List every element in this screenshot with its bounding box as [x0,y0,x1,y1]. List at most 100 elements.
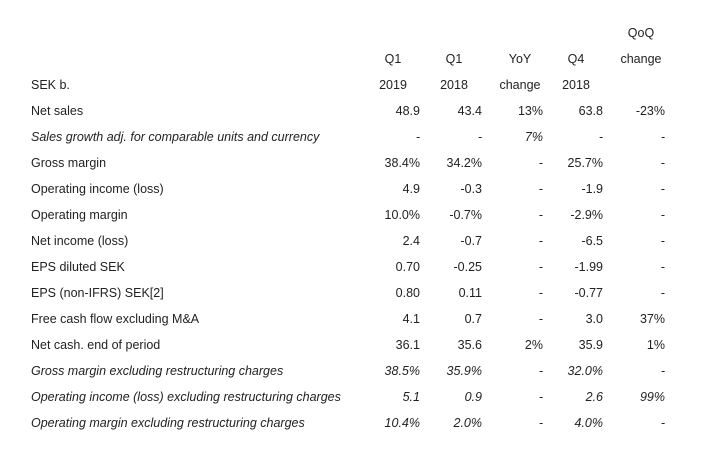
cell-q1-2018: 0.9 [464,390,482,404]
table-row: Operating margin excluding restructuring… [0,410,705,436]
cell-q1-2018: 35.9% [446,364,482,378]
cell-yoy-change: - [538,286,543,300]
cell-q1-2018: -0.7 [460,234,482,248]
cell-q1-2019: 36.1 [395,338,420,352]
cell-yoy-change: - [538,156,543,170]
cell-q1-2018: 2.0% [453,416,483,430]
row-label: Operating income (loss) [31,182,164,196]
cell-q1-2019: - [415,130,420,144]
table-row: Net sales 48.9 43.4 13% 63.8 -23% [0,98,705,124]
cell-yoy-change: - [538,260,543,274]
row-label: Net cash. end of period [31,338,161,352]
cell-q4-2018: - [598,130,603,144]
row-label: Sales growth adj. for comparable units a… [31,130,320,144]
header-qoq: QoQ [627,26,655,40]
header-q1-2019-year: 2019 [379,78,407,92]
cell-q1-2018: -0.3 [460,182,482,196]
cell-q1-2019: 4.1 [402,312,420,326]
header-row-1: QoQ [0,20,705,46]
cell-q1-2019: 38.4% [384,156,420,170]
cell-q1-2018: - [477,130,482,144]
cell-yoy-change: - [538,208,543,222]
cell-q1-2019: 38.5% [384,364,420,378]
cell-q4-2018: 2.6 [585,390,603,404]
cell-q1-2019: 10.0% [384,208,420,222]
cell-q4-2018: 63.8 [578,104,603,118]
cell-yoy-change: - [538,182,543,196]
row-label: Operating margin excluding restructuring… [31,416,305,430]
cell-qoq-change: - [660,208,665,222]
header-unit-label: SEK b. [31,78,70,92]
cell-yoy-change: - [538,234,543,248]
cell-qoq-change: - [660,234,665,248]
cell-q1-2019: 10.4% [384,416,420,430]
header-q1-2018-quarter: Q1 [445,52,463,66]
cell-q1-2018: 35.6 [457,338,482,352]
cell-q1-2019: 5.1 [402,390,420,404]
header-q1-2019-quarter: Q1 [384,52,402,66]
cell-q4-2018: -0.77 [574,286,604,300]
row-label: Gross margin [31,156,107,170]
cell-q4-2018: -2.9% [570,208,603,222]
cell-yoy-change: - [538,312,543,326]
row-label: Net income (loss) [31,234,129,248]
table-row: Operating margin 10.0% -0.7% - -2.9% - [0,202,705,228]
header-yoy: YoY [508,52,532,66]
cell-q1-2019: 2.4 [402,234,420,248]
cell-yoy-change: - [538,416,543,430]
cell-q4-2018: 25.7% [567,156,603,170]
cell-q1-2018: -0.7% [449,208,482,222]
cell-q1-2019: 48.9 [395,104,420,118]
cell-q1-2019: 0.70 [395,260,420,274]
cell-qoq-change: 37% [639,312,665,326]
row-label: EPS (non-IFRS) SEK[2] [31,286,164,300]
header-row-2: Q1 Q1 YoY Q4 change [0,46,705,72]
cell-q1-2019: 4.9 [402,182,420,196]
cell-q4-2018: 35.9 [578,338,603,352]
table-row: EPS diluted SEK 0.70 -0.25 - -1.99 - [0,254,705,280]
header-q4-2018-quarter: Q4 [567,52,585,66]
cell-qoq-change: - [660,130,665,144]
table-row: Sales growth adj. for comparable units a… [0,124,705,150]
cell-q4-2018: 32.0% [567,364,603,378]
table-row: Net income (loss) 2.4 -0.7 - -6.5 - [0,228,705,254]
header-q1-2018-year: 2018 [440,78,468,92]
cell-yoy-change: 7% [524,130,543,144]
cell-qoq-change: - [660,416,665,430]
cell-qoq-change: - [660,260,665,274]
row-label: Free cash flow excluding M&A [31,312,200,326]
header-yoy-change: change [499,78,541,92]
table-row: Free cash flow excluding M&A 4.1 0.7 - 3.0 37… [0,306,705,332]
cell-qoq-change: - [660,286,665,300]
table-row: Operating income (loss) 4.9 -0.3 - -1.9 - [0,176,705,202]
row-label: Net sales [31,104,84,118]
cell-yoy-change: - [538,390,543,404]
header-row-3: SEK b. 2019 2018 change 2018 [0,72,705,98]
table-row: Gross margin 38.4% 34.2% - 25.7% - [0,150,705,176]
cell-yoy-change: 13% [517,104,543,118]
header-q4-2018-year: 2018 [562,78,590,92]
cell-yoy-change: 2% [524,338,543,352]
cell-q4-2018: 3.0 [585,312,603,326]
cell-q4-2018: -1.9 [581,182,603,196]
table-row: Operating income (loss) excluding restru… [0,384,705,410]
cell-yoy-change: - [538,364,543,378]
row-label: Operating income (loss) excluding restru… [31,390,341,404]
cell-q1-2018: 43.4 [457,104,482,118]
cell-q1-2018: 0.7 [464,312,482,326]
cell-q1-2018: 0.11 [458,286,482,300]
cell-qoq-change: - [660,156,665,170]
cell-q4-2018: -6.5 [581,234,603,248]
table-row: Gross margin excluding restructuring cha… [0,358,705,384]
cell-qoq-change: - [660,182,665,196]
cell-q4-2018: 4.0% [574,416,604,430]
cell-q1-2019: 0.80 [395,286,420,300]
row-label: EPS diluted SEK [31,260,125,274]
table-row: Net cash. end of period 36.1 35.6 2% 35.9 1% [0,332,705,358]
table-row: EPS (non-IFRS) SEK[2] 0.80 0.11 - -0.77 - [0,280,705,306]
cell-q1-2018: 34.2% [446,156,482,170]
row-label: Gross margin excluding restructuring cha… [31,364,284,378]
cell-qoq-change: 1% [646,338,665,352]
header-qoq-change: change [620,52,662,66]
